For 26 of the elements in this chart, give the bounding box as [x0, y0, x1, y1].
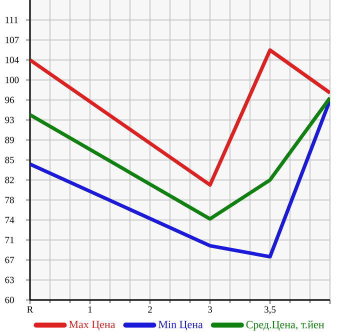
x-tick-label: 3,5: [264, 306, 276, 314]
x-tick-label: R: [27, 306, 34, 313]
y-tick-label: 89: [5, 136, 14, 144]
x-tick-label: 3: [208, 306, 212, 313]
line-series: [30, 48, 330, 187]
y-tick-label: 78: [5, 196, 14, 204]
line-series: [30, 96, 330, 221]
y-tick-label: 104: [6, 56, 19, 64]
y-tick-label: 93: [5, 116, 14, 124]
y-tick-label: 107: [6, 36, 19, 44]
y-tick-label: 71: [5, 236, 14, 244]
y-tick-label: 74: [5, 216, 14, 224]
y-tick-label: 96: [5, 96, 14, 104]
y-tick-label: 100: [6, 76, 19, 84]
y-tick-label: 111: [6, 16, 18, 24]
x-tick-label: 2: [148, 306, 152, 313]
y-tick-label: 82: [5, 176, 14, 184]
y-tick-label: 60: [5, 296, 14, 304]
y-tick-label: 63: [5, 276, 14, 284]
y-tick-label: 85: [5, 156, 14, 164]
legend-label: Max Цена: [69, 320, 116, 330]
x-tick-label: 1: [88, 306, 92, 313]
legend-label: Min Цена: [158, 320, 203, 330]
y-tick-label: 67: [5, 256, 14, 264]
line-series: [30, 98, 330, 259]
legend-label: Сред.Цена, т.йен: [246, 320, 324, 331]
